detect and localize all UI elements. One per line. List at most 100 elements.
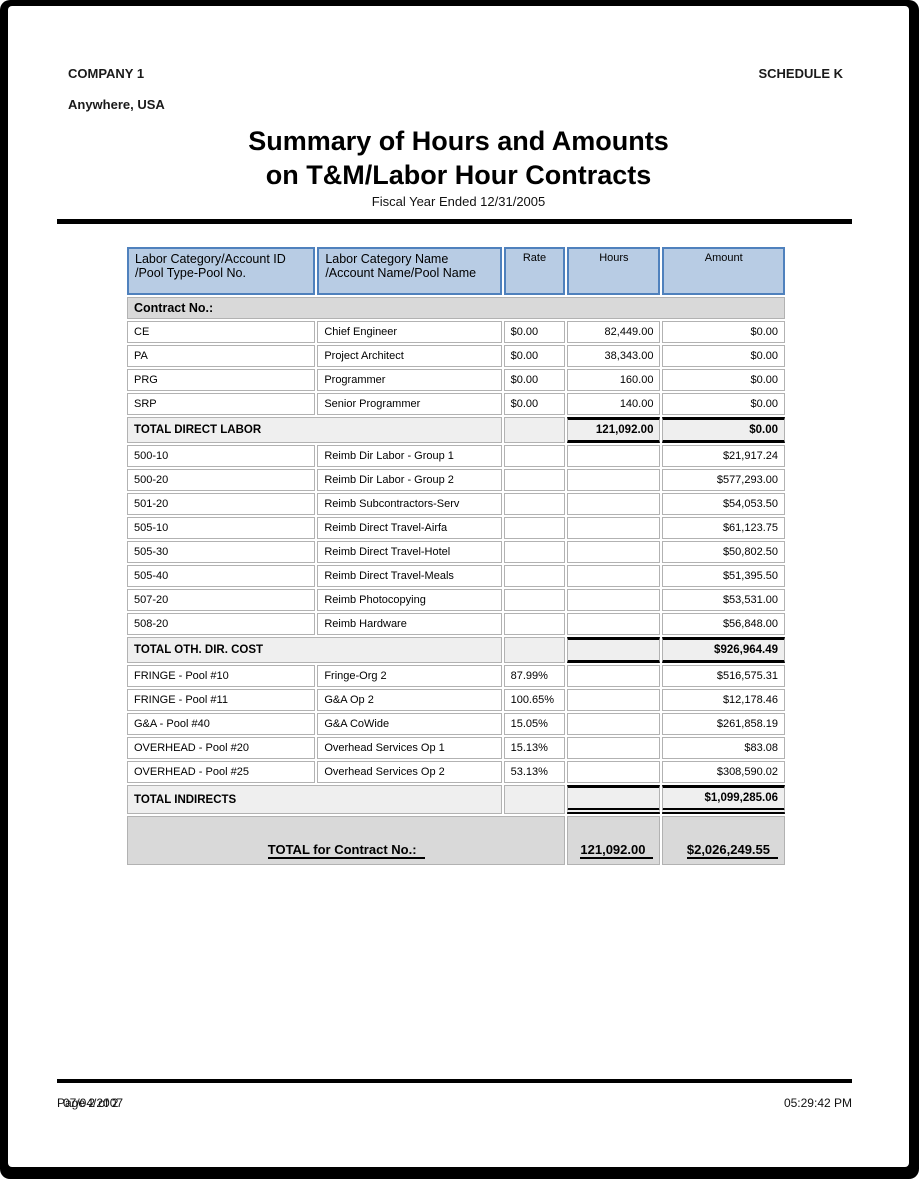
cell-amount: $0.00	[662, 321, 785, 344]
header-left: COMPANY 1 Anywhere, USA	[68, 66, 165, 112]
cell-pool-id: FRINGE - Pool #10	[127, 665, 316, 688]
cell-rate	[503, 637, 566, 664]
cell-rate: 53.13%	[503, 761, 566, 784]
total-label: TOTAL DIRECT LABOR	[127, 417, 502, 444]
cell-name: G&A Op 2	[317, 689, 502, 712]
cell-name: Reimb Dir Labor - Group 1	[317, 445, 502, 468]
cell-amount: $54,053.50	[662, 493, 785, 516]
page-title: Summary of Hours and Amounts on T&M/Labo…	[8, 124, 909, 192]
cell-rate: $0.00	[503, 393, 566, 416]
cell-amount: $12,178.46	[662, 689, 785, 712]
cell-account-id: SRP	[127, 393, 316, 416]
cell-hours	[567, 761, 661, 784]
cell-amount: $261,858.19	[662, 713, 785, 736]
cell-amount: $308,590.02	[662, 761, 785, 784]
table-row: 501-20 Reimb Subcontractors-Serv $54,053…	[127, 493, 785, 516]
cell-hours	[567, 493, 661, 516]
cell-hours	[567, 469, 661, 492]
grand-total-amount: $2,026,249.55	[686, 842, 778, 860]
table-row: 505-10 Reimb Direct Travel-Airfa $61,123…	[127, 517, 785, 540]
cell-rate	[503, 469, 566, 492]
cell-name: Fringe-Org 2	[317, 665, 502, 688]
cell-hours	[567, 689, 661, 712]
cell-pool-id: OVERHEAD - Pool #25	[127, 761, 316, 784]
table-row: 507-20 Reimb Photocopying $53,531.00	[127, 589, 785, 612]
cell-account-id: 505-40	[127, 565, 316, 588]
total-amount: $926,964.49	[662, 637, 785, 664]
total-indirects-row: TOTAL INDIRECTS $1,099,285.06	[127, 785, 785, 815]
cell-account-id: 505-30	[127, 541, 316, 564]
cell-hours	[567, 517, 661, 540]
total-label: TOTAL INDIRECTS	[127, 785, 502, 815]
cell-account-id: 508-20	[127, 613, 316, 636]
grand-total-amount-cell: $2,026,249.55	[662, 816, 785, 866]
cell-name: G&A CoWide	[317, 713, 502, 736]
cell-account-id: PA	[127, 345, 316, 368]
table-row: FRINGE - Pool #11 G&A Op 2 100.65% $12,1…	[127, 689, 785, 712]
cell-account-id: PRG	[127, 369, 316, 392]
cell-rate: 15.05%	[503, 713, 566, 736]
table-row: SRP Senior Programmer $0.00 140.00 $0.00	[127, 393, 785, 416]
cell-amount: $0.00	[662, 369, 785, 392]
cell-account-id: 505-10	[127, 517, 316, 540]
cell-amount: $56,848.00	[662, 613, 785, 636]
report-subtitle: Fiscal Year Ended 12/31/2005	[371, 194, 546, 210]
col-header-labor-category-id: Labor Category/Account ID /Pool Type-Poo…	[127, 247, 316, 296]
table-container: Labor Category/Account ID /Pool Type-Poo…	[125, 245, 909, 867]
cell-hours	[567, 737, 661, 760]
table-row: FRINGE - Pool #10 Fringe-Org 2 87.99% $5…	[127, 665, 785, 688]
cell-amount: $577,293.00	[662, 469, 785, 492]
report-page: COMPANY 1 Anywhere, USA SCHEDULE K Summa…	[8, 6, 909, 1167]
cell-rate: 15.13%	[503, 737, 566, 760]
cell-rate	[503, 517, 566, 540]
cell-amount: $0.00	[662, 345, 785, 368]
table-row: OVERHEAD - Pool #25 Overhead Services Op…	[127, 761, 785, 784]
cell-hours: 160.00	[567, 369, 661, 392]
cell-name: Reimb Photocopying	[317, 589, 502, 612]
col-header-rate: Rate	[503, 247, 566, 296]
cell-amount: $0.00	[662, 393, 785, 416]
cell-hours	[567, 589, 661, 612]
table-row: 505-30 Reimb Direct Travel-Hotel $50,802…	[127, 541, 785, 564]
grand-total-label-cell: TOTAL for Contract No.:	[127, 816, 566, 866]
total-hours: 121,092.00	[567, 417, 661, 444]
total-label: TOTAL OTH. DIR. COST	[127, 637, 502, 664]
cell-pool-id: G&A - Pool #40	[127, 713, 316, 736]
grand-total-hours: 121,092.00	[580, 842, 654, 860]
cell-amount: $50,802.50	[662, 541, 785, 564]
cell-hours: 38,343.00	[567, 345, 661, 368]
cell-account-id: 507-20	[127, 589, 316, 612]
cell-hours: 82,449.00	[567, 321, 661, 344]
table-header-row: Labor Category/Account ID /Pool Type-Poo…	[127, 247, 785, 296]
cell-pool-id: OVERHEAD - Pool #20	[127, 737, 316, 760]
total-amount: $0.00	[662, 417, 785, 444]
title-line-1: Summary of Hours and Amounts	[248, 126, 669, 156]
cell-rate	[503, 541, 566, 564]
footer-text-row: 07/04/2007 Page 2 of 2 05:29:42 PM	[57, 1096, 852, 1110]
col-header-hours: Hours	[567, 247, 661, 296]
cell-account-id: CE	[127, 321, 316, 344]
schedule-label: SCHEDULE K	[758, 66, 843, 81]
report-header: COMPANY 1 Anywhere, USA SCHEDULE K	[68, 66, 843, 112]
table-row: 500-20 Reimb Dir Labor - Group 2 $577,29…	[127, 469, 785, 492]
cell-pool-id: FRINGE - Pool #11	[127, 689, 316, 712]
footer-time: 05:29:42 PM	[783, 1096, 852, 1110]
cell-hours	[567, 445, 661, 468]
cell-name: Overhead Services Op 1	[317, 737, 502, 760]
cell-name: Senior Programmer	[317, 393, 502, 416]
cell-name: Reimb Hardware	[317, 613, 502, 636]
company-name: COMPANY 1	[68, 66, 145, 81]
table-row: CE Chief Engineer $0.00 82,449.00 $0.00	[127, 321, 785, 344]
cell-amount: $53,531.00	[662, 589, 785, 612]
cell-hours	[567, 713, 661, 736]
total-hours	[567, 785, 661, 815]
cell-rate	[503, 445, 566, 468]
cell-rate: 100.65%	[503, 689, 566, 712]
cell-account-id: 500-10	[127, 445, 316, 468]
table-row: 500-10 Reimb Dir Labor - Group 1 $21,917…	[127, 445, 785, 468]
cell-amount: $21,917.24	[662, 445, 785, 468]
cell-hours: 140.00	[567, 393, 661, 416]
total-hours	[567, 637, 661, 664]
cell-name: Overhead Services Op 2	[317, 761, 502, 784]
company-location: Anywhere, USA	[68, 97, 165, 112]
